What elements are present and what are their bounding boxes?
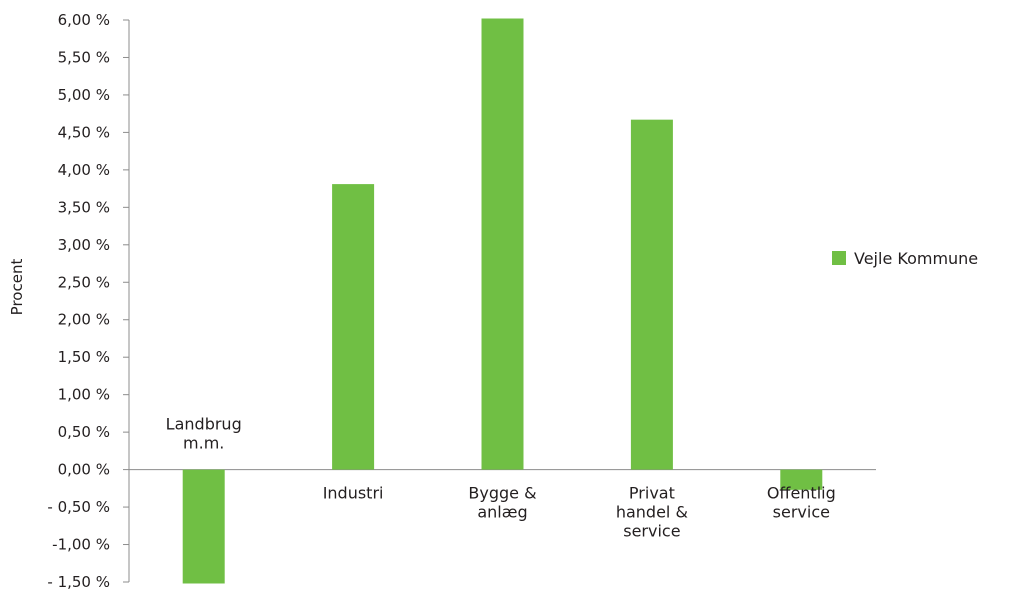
y-tick-label: -1,00 % bbox=[52, 536, 110, 554]
y-tick-label: 4,50 % bbox=[58, 123, 110, 141]
y-tick-label: 3,00 % bbox=[58, 236, 110, 254]
bar bbox=[780, 469, 823, 490]
y-tick-label: 6,00 % bbox=[58, 11, 110, 29]
legend: Vejle Kommune bbox=[832, 249, 978, 268]
y-tick-label: 5,00 % bbox=[58, 86, 110, 104]
y-tick-label: - 0,50 % bbox=[47, 498, 110, 516]
bar bbox=[182, 469, 225, 584]
y-tick-label: 0,00 % bbox=[58, 461, 110, 479]
category-label: Offentlig service bbox=[767, 484, 836, 522]
y-tick-label: - 1,50 % bbox=[47, 573, 110, 591]
axes bbox=[123, 19, 876, 583]
category-label: Privat handel & service bbox=[616, 484, 688, 541]
y-tick-label: 3,50 % bbox=[58, 198, 110, 216]
bar bbox=[332, 184, 375, 470]
y-tick-label: 5,50 % bbox=[58, 48, 110, 66]
y-tick-label: 0,50 % bbox=[58, 423, 110, 441]
category-labels: Landbrug m.m. Industri Bygge & anlæg Privat ha… bbox=[166, 415, 836, 541]
y-tick-label: 2,00 % bbox=[58, 311, 110, 329]
legend-swatch bbox=[832, 251, 846, 265]
y-tick-labels: - 1,50 % -1,00 % - 0,50 % 0,00 % 0,50 % 1,00 … bbox=[47, 11, 110, 591]
bars bbox=[182, 18, 823, 584]
y-axis-title: Procent bbox=[8, 259, 26, 316]
y-axis-title-group: Procent bbox=[8, 259, 26, 316]
bar bbox=[481, 18, 524, 470]
y-tick-label: 4,00 % bbox=[58, 161, 110, 179]
legend-label: Vejle Kommune bbox=[854, 249, 978, 268]
category-label: Landbrug m.m. bbox=[166, 415, 242, 453]
y-tick-label: 1,50 % bbox=[58, 348, 110, 366]
y-tick-label: 2,50 % bbox=[58, 273, 110, 291]
category-label: Bygge & anlæg bbox=[468, 484, 536, 522]
bar bbox=[630, 119, 673, 470]
category-label: Industri bbox=[323, 484, 384, 503]
y-tick-label: 1,00 % bbox=[58, 386, 110, 404]
